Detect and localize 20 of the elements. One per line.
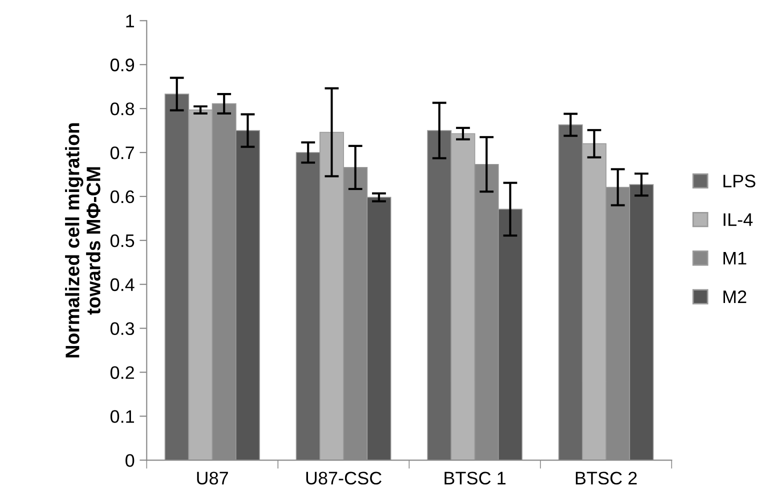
legend-label: LPS (724, 174, 756, 188)
legend-label: IL-4 (724, 213, 753, 226)
y-tick-label: 0.9 (110, 58, 134, 72)
y-tick-label: 0.2 (110, 366, 134, 379)
legend-label: M2 (724, 290, 746, 304)
y-tick-label: 0.6 (110, 190, 134, 204)
x-tick-label: U87-CSC (306, 472, 382, 485)
x-tick-label: BTSC 1 (444, 472, 506, 485)
y-tick-label: 0.1 (110, 410, 134, 423)
y-tick-label: 0.8 (110, 102, 134, 116)
x-tick-label: U87 (197, 472, 228, 485)
y-tick-label: 0.3 (110, 322, 134, 336)
y-tick-label: 1 (126, 14, 134, 28)
y-tick-label: 0 (126, 454, 134, 467)
x-tick-label: BTSC 2 (576, 472, 637, 485)
legend-label: M1 (724, 252, 746, 264)
y-axis-title: Normalized cell migration towards MΦ-CM (65, 123, 100, 358)
y-tick-label: 0.5 (110, 234, 134, 248)
y-tick-label: 0.4 (110, 278, 134, 292)
y-tick-label: 0.7 (110, 146, 134, 160)
